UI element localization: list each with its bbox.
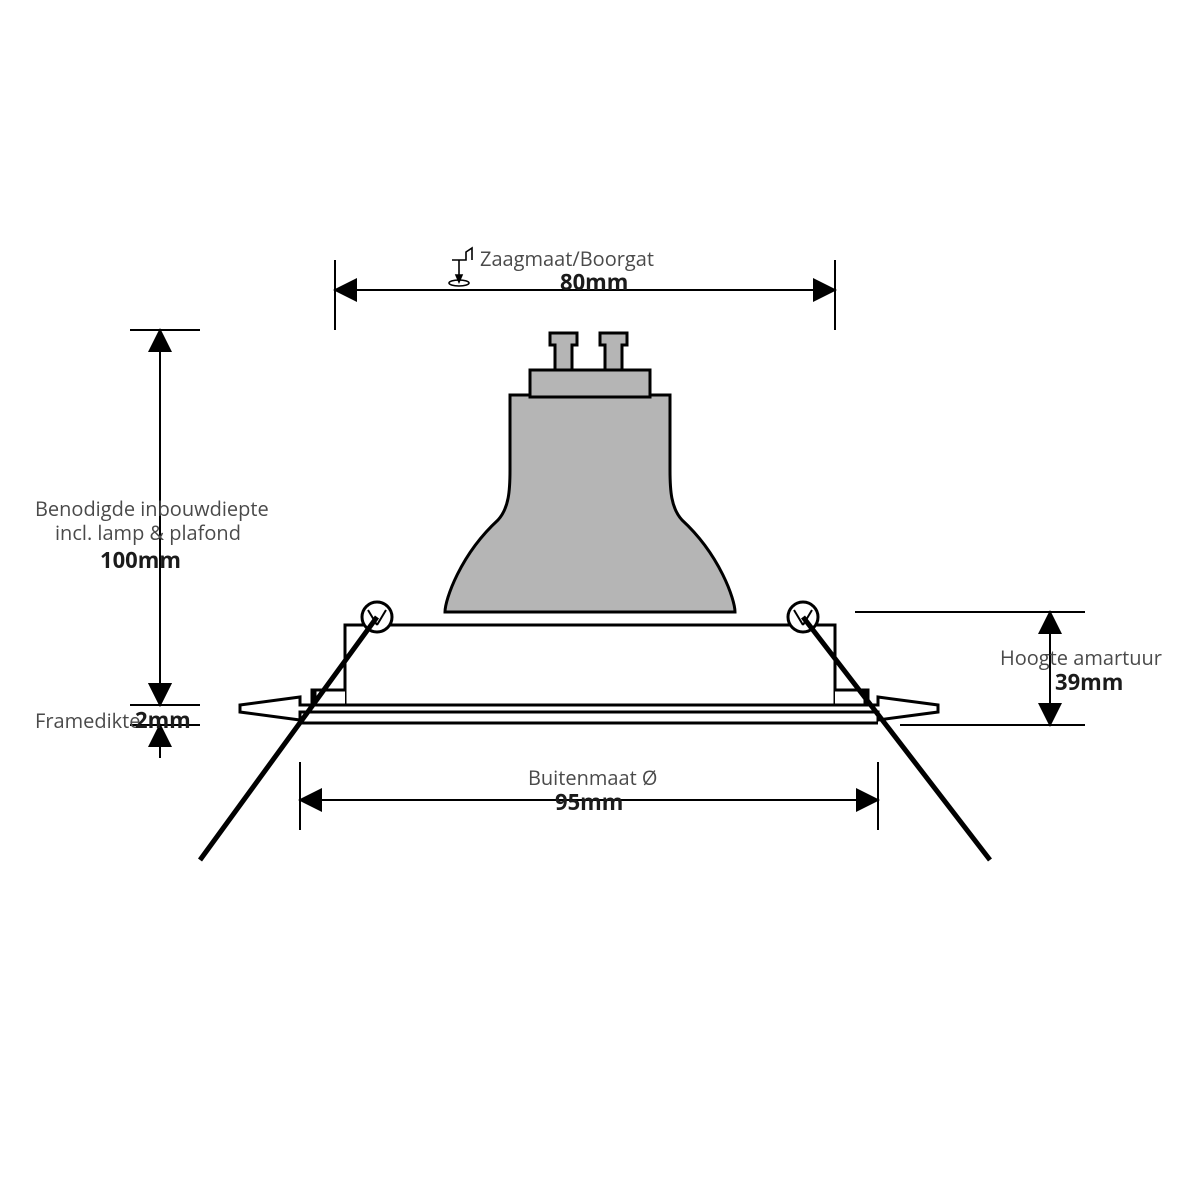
bulb-pins bbox=[550, 333, 627, 370]
bulb bbox=[445, 333, 735, 612]
left-dim-label1: Benodigde inbouwdiepte bbox=[35, 495, 269, 522]
frame-label: Framedikte bbox=[35, 707, 141, 734]
frame-value: 2mm bbox=[135, 705, 191, 735]
top-dim-value: 80mm bbox=[560, 267, 628, 297]
left-dim-label2: incl. lamp & plafond bbox=[55, 519, 241, 546]
fixture bbox=[240, 625, 938, 723]
dimension-diagram: Zaagmaat/Boorgat 80mm Benodigde inbouwdi… bbox=[0, 0, 1200, 1200]
drill-icon bbox=[449, 248, 472, 286]
left-dim-value: 100mm bbox=[100, 545, 181, 575]
bulb-body bbox=[445, 395, 735, 612]
right-dim-value: 39mm bbox=[1055, 667, 1123, 697]
bottom-dim-value: 95mm bbox=[555, 787, 623, 817]
bulb-cap bbox=[530, 370, 650, 397]
